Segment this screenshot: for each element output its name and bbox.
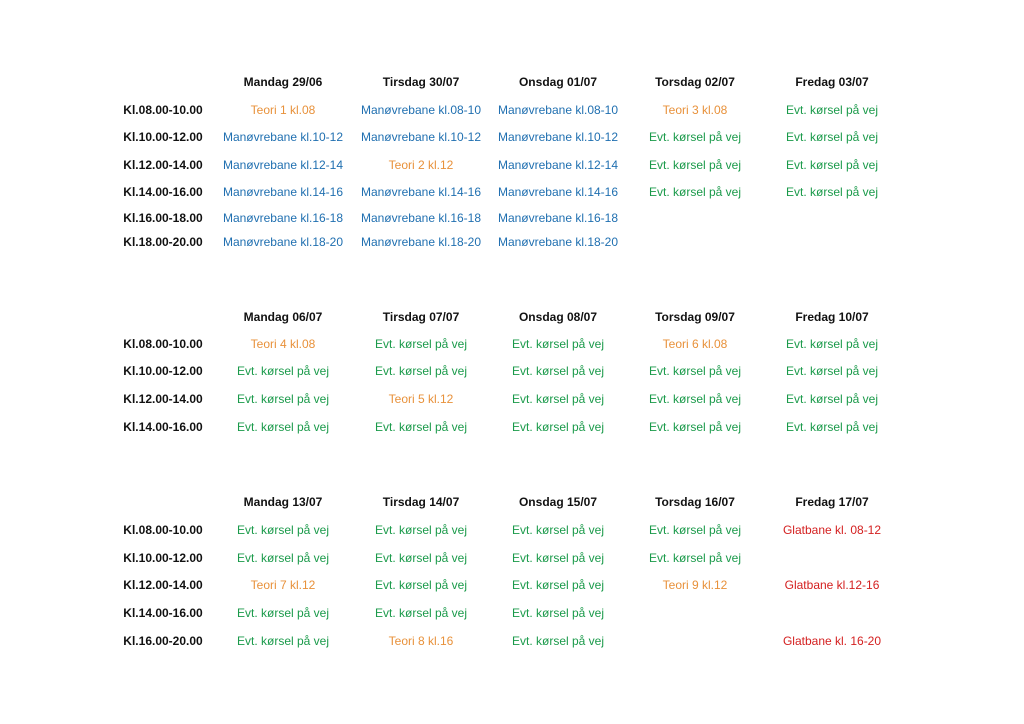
schedule-cell: Evt. kørsel på vej <box>374 364 468 378</box>
time-label: Kl.10.00-12.00 <box>123 364 203 378</box>
time-label: Kl.08.00-10.00 <box>123 523 203 537</box>
day-header: Onsdag 08/07 <box>518 310 598 324</box>
schedule-cell: Evt. kørsel på vej <box>374 420 468 434</box>
day-header: Torsdag 02/07 <box>655 75 735 89</box>
schedule-cell: Evt. kørsel på vej <box>785 185 879 199</box>
schedule-cell: Manøvrebane kl.08-10 <box>360 103 482 117</box>
day-header: Fredag 10/07 <box>795 310 869 324</box>
time-label: Kl.14.00-16.00 <box>123 420 203 434</box>
schedule-cell: Manøvrebane kl.12-14 <box>222 158 344 172</box>
schedule-cell: Teori 9 kl.12 <box>662 578 728 592</box>
day-header: Tirsdag 14/07 <box>382 495 460 509</box>
day-header: Onsdag 01/07 <box>518 75 598 89</box>
schedule-cell: Evt. kørsel på vej <box>785 420 879 434</box>
schedule-cell: Evt. kørsel på vej <box>648 551 742 565</box>
schedule-cell: Evt. kørsel på vej <box>648 420 742 434</box>
schedule-cell: Evt. kørsel på vej <box>511 634 605 648</box>
schedule-cell: Teori 2 kl.12 <box>388 158 454 172</box>
schedule-cell: Evt. kørsel på vej <box>511 578 605 592</box>
schedule-cell: Manøvrebane kl.14-16 <box>360 185 482 199</box>
schedule-cell: Evt. kørsel på vej <box>236 420 330 434</box>
time-label: Kl.08.00-10.00 <box>123 337 203 351</box>
schedule-cell: Teori 3 kl.08 <box>662 103 728 117</box>
schedule-cell: Evt. kørsel på vej <box>648 364 742 378</box>
time-label: Kl.14.00-16.00 <box>123 185 203 199</box>
schedule-cell: Manøvrebane kl.14-16 <box>222 185 344 199</box>
schedule-cell: Evt. kørsel på vej <box>785 337 879 351</box>
schedule-cell: Manøvrebane kl.16-18 <box>497 211 619 225</box>
schedule-cell: Glatbane kl.12-16 <box>784 578 880 592</box>
schedule-cell: Evt. kørsel på vej <box>648 392 742 406</box>
schedule-cell: Manøvrebane kl.10-12 <box>497 130 619 144</box>
time-label: Kl.16.00-20.00 <box>123 634 203 648</box>
schedule-cell: Glatbane kl. 08-12 <box>782 523 882 537</box>
schedule-cell: Evt. kørsel på vej <box>648 130 742 144</box>
schedule-cell: Evt. kørsel på vej <box>785 103 879 117</box>
schedule-cell: Evt. kørsel på vej <box>236 551 330 565</box>
schedule-cell: Evt. kørsel på vej <box>511 606 605 620</box>
schedule-cell: Evt. kørsel på vej <box>785 158 879 172</box>
schedule-cell: Teori 7 kl.12 <box>250 578 316 592</box>
day-header: Mandag 29/06 <box>243 75 323 89</box>
day-header: Fredag 03/07 <box>795 75 869 89</box>
schedule-cell: Evt. kørsel på vej <box>648 523 742 537</box>
schedule-cell: Teori 5 kl.12 <box>388 392 454 406</box>
schedule-cell: Evt. kørsel på vej <box>236 634 330 648</box>
schedule-cell: Manøvrebane kl.18-20 <box>222 235 344 249</box>
time-label: Kl.08.00-10.00 <box>123 103 203 117</box>
schedule-cell: Manøvrebane kl.18-20 <box>360 235 482 249</box>
day-header: Tirsdag 07/07 <box>382 310 460 324</box>
schedule-cell: Manøvrebane kl.12-14 <box>497 158 619 172</box>
schedule-cell: Teori 1 kl.08 <box>250 103 316 117</box>
schedule-cell: Manøvrebane kl.16-18 <box>360 211 482 225</box>
day-header: Onsdag 15/07 <box>518 495 598 509</box>
day-header: Torsdag 09/07 <box>655 310 735 324</box>
schedule-cell: Evt. kørsel på vej <box>511 392 605 406</box>
schedule-cell: Evt. kørsel på vej <box>511 551 605 565</box>
schedule-cell: Teori 8 kl.16 <box>388 634 454 648</box>
day-header: Tirsdag 30/07 <box>382 75 460 89</box>
schedule-cell: Evt. kørsel på vej <box>374 523 468 537</box>
schedule-cell: Evt. kørsel på vej <box>236 392 330 406</box>
time-label: Kl.14.00-16.00 <box>123 606 203 620</box>
schedule-cell: Evt. kørsel på vej <box>374 578 468 592</box>
schedule-cell: Manøvrebane kl.18-20 <box>497 235 619 249</box>
schedule-cell: Evt. kørsel på vej <box>374 337 468 351</box>
day-header: Torsdag 16/07 <box>655 495 735 509</box>
time-label: Kl.10.00-12.00 <box>123 130 203 144</box>
day-header: Mandag 06/07 <box>243 310 323 324</box>
schedule-cell: Manøvrebane kl.08-10 <box>497 103 619 117</box>
schedule-cell: Evt. kørsel på vej <box>648 185 742 199</box>
schedule-cell: Evt. kørsel på vej <box>511 523 605 537</box>
schedule-cell: Manøvrebane kl.10-12 <box>360 130 482 144</box>
schedule-cell: Evt. kørsel på vej <box>785 364 879 378</box>
schedule-cell: Evt. kørsel på vej <box>785 130 879 144</box>
schedule-cell: Teori 6 kl.08 <box>662 337 728 351</box>
schedule-cell: Evt. kørsel på vej <box>785 392 879 406</box>
time-label: Kl.12.00-14.00 <box>123 392 203 406</box>
schedule-cell: Evt. kørsel på vej <box>374 606 468 620</box>
schedule-cell: Evt. kørsel på vej <box>511 337 605 351</box>
schedule-cell: Evt. kørsel på vej <box>374 551 468 565</box>
schedule-cell: Teori 4 kl.08 <box>250 337 316 351</box>
schedule-cell: Manøvrebane kl.10-12 <box>222 130 344 144</box>
time-label: Kl.12.00-14.00 <box>123 158 203 172</box>
schedule-cell: Evt. kørsel på vej <box>648 158 742 172</box>
schedule-cell: Manøvrebane kl.16-18 <box>222 211 344 225</box>
day-header: Mandag 13/07 <box>243 495 323 509</box>
schedule-cell: Evt. kørsel på vej <box>236 364 330 378</box>
time-label: Kl.16.00-18.00 <box>123 211 203 225</box>
time-label: Kl.10.00-12.00 <box>123 551 203 565</box>
schedule-cell: Evt. kørsel på vej <box>511 420 605 434</box>
schedule-cell: Evt. kørsel på vej <box>236 606 330 620</box>
time-label: Kl.12.00-14.00 <box>123 578 203 592</box>
time-label: Kl.18.00-20.00 <box>123 235 203 249</box>
schedule-cell: Manøvrebane kl.14-16 <box>497 185 619 199</box>
schedule-cell: Glatbane kl. 16-20 <box>782 634 882 648</box>
day-header: Fredag 17/07 <box>795 495 869 509</box>
schedule-cell: Evt. kørsel på vej <box>236 523 330 537</box>
schedule-cell: Evt. kørsel på vej <box>511 364 605 378</box>
